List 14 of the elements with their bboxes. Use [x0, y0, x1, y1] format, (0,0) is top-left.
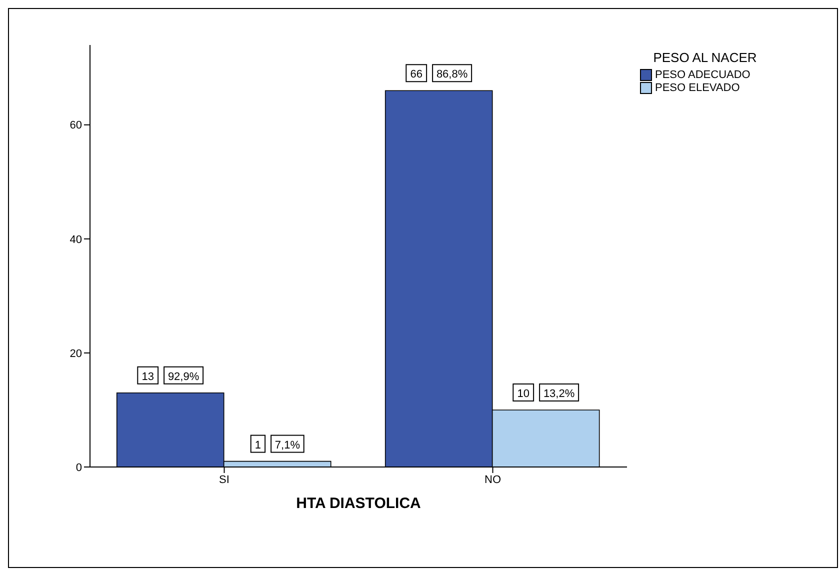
legend-title: PESO AL NACER	[652, 50, 758, 65]
x-axis-title: HTA DIASTOLICA	[296, 495, 422, 512]
y-tick-label: 0	[76, 462, 82, 474]
x-tick-label: SI	[219, 474, 230, 486]
y-tick-label: 40	[70, 234, 82, 246]
x-tick-label: NO	[484, 474, 502, 486]
y-tick-label: 60	[70, 120, 82, 132]
legend-label: PESO ADECUADO	[655, 68, 750, 80]
text: 10 13,2%	[517, 388, 575, 400]
text: 13 92,9%	[142, 370, 200, 383]
y-tick-label: 20	[70, 348, 82, 360]
text: 1 7,1%	[254, 439, 300, 452]
legend-label: PESO ELEVADO	[655, 82, 740, 94]
text: 66 86,8%	[410, 68, 468, 81]
